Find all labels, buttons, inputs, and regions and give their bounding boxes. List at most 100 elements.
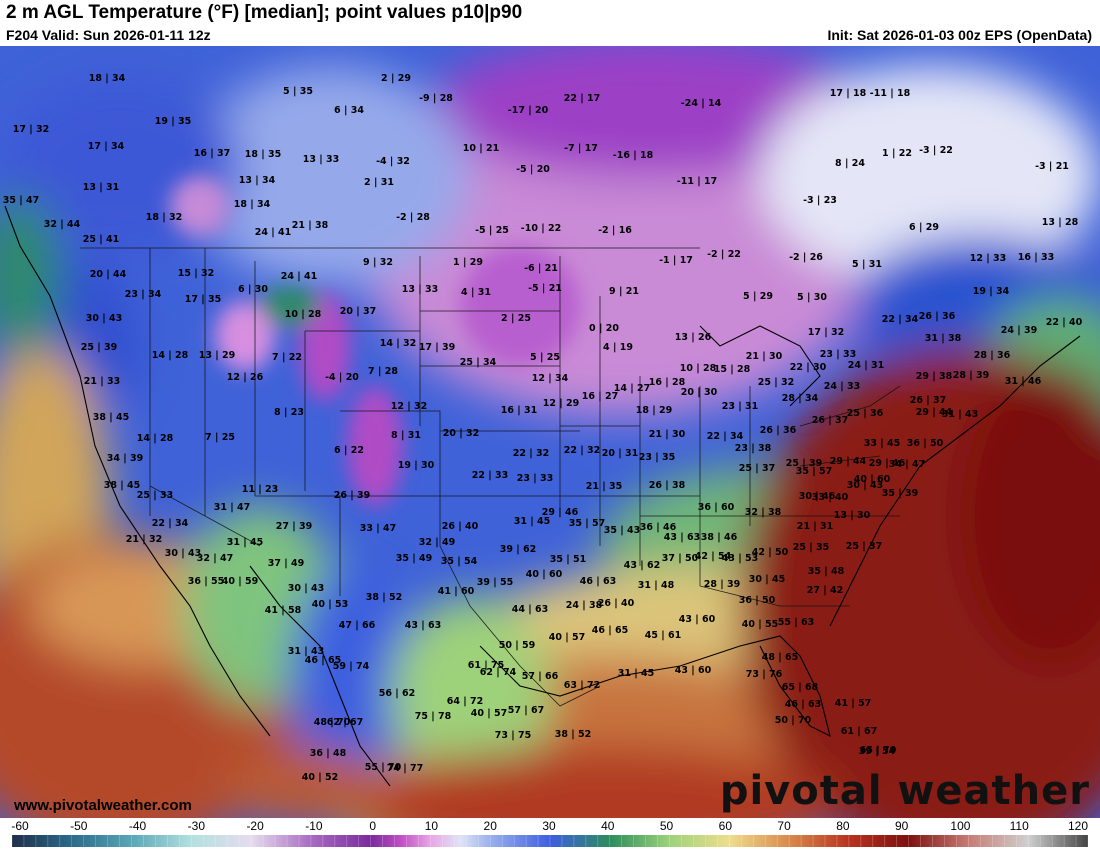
point-value-label: 47 | 66 bbox=[339, 620, 376, 631]
point-value-labels: 18 | 34 5 | 35 2 | 29 -9 | 28 22 | 17 -24 | 1… bbox=[3, 73, 1083, 783]
watermark-brand: pivotal weather bbox=[719, 768, 1090, 814]
point-value-label: 9 | 32 bbox=[363, 257, 393, 268]
point-value-label: 59 | 74 bbox=[333, 661, 370, 672]
point-value-label: -6 | 21 bbox=[524, 263, 558, 274]
point-value-label: 31 | 38 bbox=[925, 333, 962, 344]
point-value-label: 35 | 39 bbox=[882, 488, 919, 499]
point-value-label: 25 | 41 bbox=[83, 234, 120, 245]
point-value-label: 7 | 22 bbox=[272, 352, 302, 363]
point-value-label: 14 | 32 bbox=[380, 338, 417, 349]
point-value-label: 30 | 43 bbox=[847, 480, 884, 491]
point-value-label: 43 | 60 bbox=[679, 614, 716, 625]
point-value-label: 75 | 78 bbox=[415, 711, 452, 722]
point-value-label: 6 | 34 bbox=[334, 105, 364, 116]
watermark-url: www.pivotalweather.com bbox=[14, 797, 192, 814]
point-value-label: 40 | 60 bbox=[526, 569, 563, 580]
point-value-label: 12 | 33 bbox=[970, 253, 1007, 264]
point-value-label: 33 | 45 bbox=[864, 438, 901, 449]
point-value-label: 31 | 48 bbox=[638, 580, 675, 591]
point-value-label: 21 | 33 bbox=[84, 376, 121, 387]
point-value-label: -3 | 21 bbox=[1035, 161, 1069, 172]
point-value-label: 20 | 30 bbox=[681, 387, 718, 398]
colorbar-tick-label: -50 bbox=[70, 819, 88, 833]
point-value-label: 35 | 48 bbox=[808, 566, 845, 577]
point-value-label: 43 | 60 bbox=[675, 665, 712, 676]
point-value-label: 29 | 38 bbox=[916, 371, 953, 382]
point-value-label: 8 | 31 bbox=[391, 430, 421, 441]
point-value-label: 23 | 33 bbox=[517, 473, 554, 484]
point-value-label: 63 | 72 bbox=[564, 680, 601, 691]
point-value-label: 24 | 41 bbox=[281, 271, 318, 282]
point-value-label: 17 | 35 bbox=[185, 294, 222, 305]
point-value-label: 26 | 37 bbox=[812, 415, 849, 426]
point-value-label: 48 | 70 bbox=[314, 717, 351, 728]
colorbar-strip bbox=[12, 835, 1088, 847]
point-value-label: 20 | 31 bbox=[602, 448, 639, 459]
point-value-label: 46 | 65 bbox=[305, 655, 342, 666]
point-value-label: 16 | 33 bbox=[1018, 252, 1055, 263]
point-value-label: 27 | 39 bbox=[276, 521, 313, 532]
point-value-label: 34 | 47 bbox=[889, 459, 926, 470]
point-value-label: 21 | 31 bbox=[797, 521, 834, 532]
point-value-label: 57 | 67 bbox=[508, 705, 545, 716]
point-value-label: 26 | 36 bbox=[919, 311, 956, 322]
point-value-label: 34 | 39 bbox=[107, 453, 144, 464]
point-value-label: -7 | 17 bbox=[564, 143, 598, 154]
point-value-label: 25 | 37 bbox=[739, 463, 776, 474]
point-value-label: 2 | 25 bbox=[501, 313, 531, 324]
point-value-label: 46 | 65 bbox=[592, 625, 629, 636]
point-value-label: 65 | 68 bbox=[782, 682, 819, 693]
colorbar: -60 -50 -40 -30 -20 -10 0 10 20 30 40 50 60 70 80 90 100… bbox=[0, 818, 1100, 850]
point-value-label: 55 | 63 bbox=[778, 617, 815, 628]
point-value-label: 13 | 30 bbox=[834, 510, 871, 521]
point-value-label: 10 | 28 bbox=[680, 363, 717, 374]
point-value-label: 25 | 36 bbox=[847, 408, 884, 419]
point-value-label: 29 | 44 bbox=[916, 407, 953, 418]
point-value-label: 40 | 57 bbox=[549, 632, 586, 643]
point-value-label: 12 | 29 bbox=[543, 398, 580, 409]
point-value-label: 18 | 34 bbox=[89, 73, 126, 84]
colorbar-tick-label: 80 bbox=[836, 819, 850, 833]
point-value-label: 25 | 32 bbox=[758, 377, 795, 388]
point-value-label: 22 | 33 bbox=[472, 470, 509, 481]
point-value-label: 39 | 62 bbox=[500, 544, 537, 555]
point-value-label: 35 | 49 bbox=[396, 553, 433, 564]
point-value-label: 43 | 63 bbox=[405, 620, 442, 631]
point-value-label: 31 | 47 bbox=[214, 502, 251, 513]
point-value-label: 32 | 38 bbox=[745, 507, 782, 518]
point-value-label: 31 | 46 bbox=[1005, 376, 1042, 387]
point-value-label: -3 | 23 bbox=[803, 195, 837, 206]
point-value-label: 13 | 34 bbox=[239, 175, 276, 186]
point-value-label: 39 | 55 bbox=[477, 577, 514, 588]
point-value-label: 32 | 49 bbox=[419, 537, 456, 548]
point-value-label: 14 | 28 bbox=[152, 350, 189, 361]
point-value-label: 17 | 39 bbox=[419, 342, 456, 353]
point-value-label: 36 | 50 bbox=[907, 438, 944, 449]
valid-time: F204 Valid: Sun 2026-01-11 12z bbox=[6, 27, 211, 43]
colorbar-tick-label: 10 bbox=[424, 819, 439, 833]
point-value-label: 29 | 44 bbox=[830, 456, 867, 467]
point-value-label: 32 | 47 bbox=[197, 553, 234, 564]
point-value-label: 21 | 35 bbox=[586, 481, 623, 492]
point-value-label: 17 | 32 bbox=[808, 327, 845, 338]
point-value-label: 8 | 23 bbox=[274, 407, 304, 418]
point-value-label: 5 | 30 bbox=[797, 292, 827, 303]
point-value-label: 33 | 47 bbox=[360, 523, 397, 534]
point-value-label: 27 | 42 bbox=[807, 585, 844, 596]
point-value-label: 50 | 59 bbox=[499, 640, 536, 651]
point-value-label: 22 | 40 bbox=[1046, 317, 1083, 328]
point-value-label: 18 | 29 bbox=[636, 405, 673, 416]
point-value-label: -5 | 20 bbox=[516, 164, 550, 175]
point-value-label: 23 | 33 bbox=[820, 349, 857, 360]
point-value-label: 26 | 39 bbox=[334, 490, 371, 501]
point-value-label: 31 | 45 bbox=[227, 537, 264, 548]
point-value-label: 8 | 24 bbox=[835, 158, 865, 169]
point-value-label: 39 | 54 bbox=[859, 746, 896, 757]
point-value-label: 37 | 50 bbox=[662, 553, 699, 564]
point-value-label: 25 | 37 bbox=[846, 541, 883, 552]
point-value-label: 42 | 50 bbox=[752, 547, 789, 558]
point-value-label: 21 | 30 bbox=[746, 351, 783, 362]
point-value-label: 62 | 74 bbox=[480, 667, 517, 678]
point-value-label: 22 | 32 bbox=[564, 445, 601, 456]
point-value-label: 28 | 34 bbox=[782, 393, 819, 404]
